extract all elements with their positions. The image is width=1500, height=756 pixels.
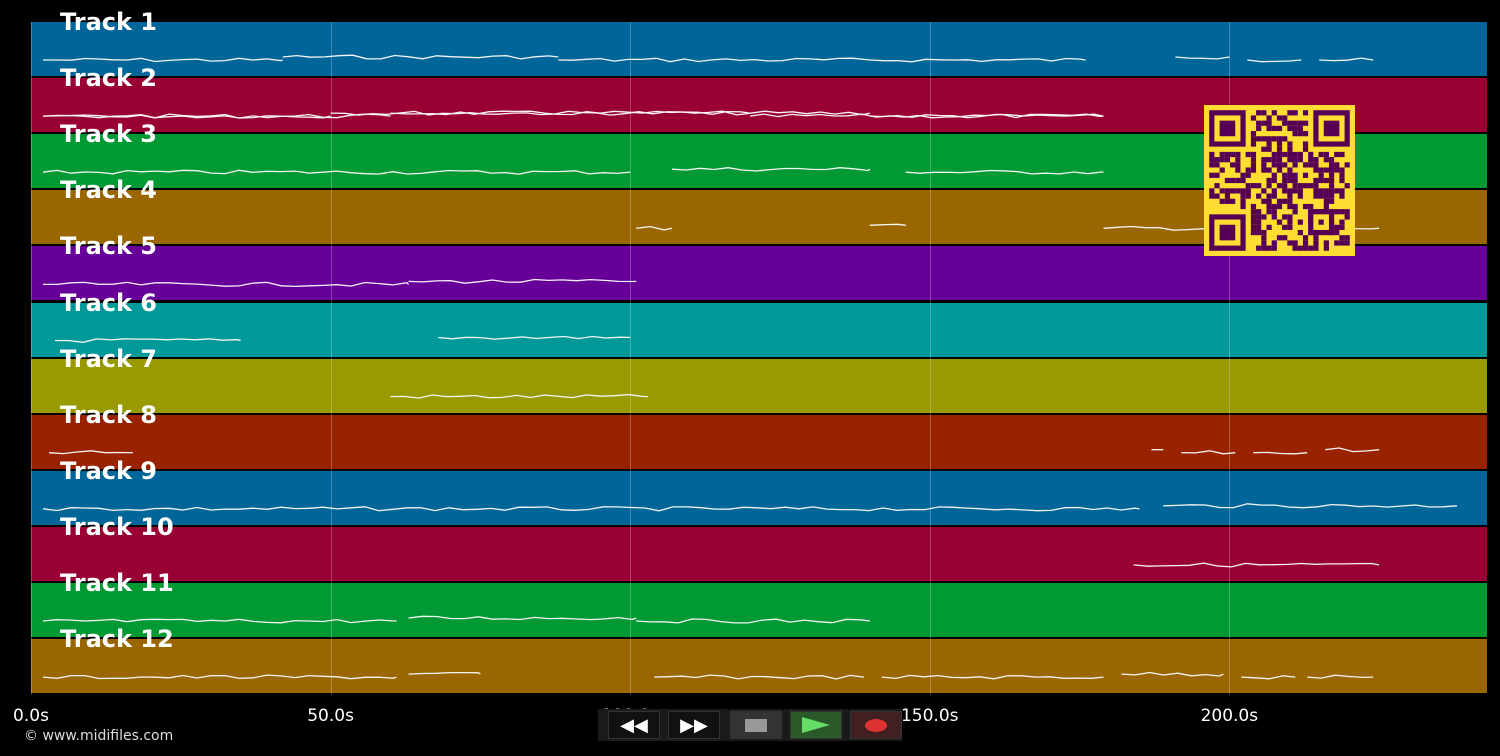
track-lane[interactable]: Track 11 [31, 570, 1487, 638]
time-tick-label: 50.0s [307, 706, 354, 726]
fast-forward-icon: ▶▶ [680, 714, 708, 736]
track-label: Track 12 [60, 625, 174, 654]
copyright-text: © www.midifiles.com [24, 728, 174, 744]
track-label: Track 8 [60, 400, 158, 429]
track-label: Track 1 [60, 8, 158, 36]
track-label: Track 7 [60, 344, 158, 373]
track-lane[interactable]: Track 1 [31, 9, 1487, 77]
transport-controls: ◀◀ ▶▶ [598, 709, 902, 741]
stop-button[interactable] [730, 711, 782, 739]
track-label: Track 10 [60, 512, 174, 541]
track-lane[interactable]: Track 10 [31, 514, 1487, 582]
track-label: Track 5 [60, 232, 158, 261]
stop-icon [745, 718, 767, 732]
track-label: Track 11 [60, 569, 174, 597]
play-button[interactable] [790, 711, 842, 739]
track-lane[interactable]: Track 6 [31, 290, 1487, 358]
track-label: Track 6 [60, 288, 158, 317]
track-lane[interactable]: Track 12 [31, 626, 1487, 695]
record-button[interactable] [850, 711, 902, 739]
track-label: Track 2 [60, 64, 158, 93]
time-tick-label: 200.0s [1200, 706, 1259, 726]
track-label: Track 3 [60, 120, 158, 149]
qr-code[interactable] [1204, 105, 1355, 256]
time-tick-label: 150.0s [900, 706, 959, 726]
track-lane[interactable]: Track 8 [31, 402, 1487, 470]
time-tick-label: 0.0s [13, 706, 49, 726]
fast-forward-button[interactable]: ▶▶ [668, 711, 720, 739]
track-lane[interactable]: Track 7 [31, 346, 1487, 414]
track-label: Track 4 [60, 176, 158, 205]
record-icon [865, 718, 887, 732]
track-label: Track 9 [60, 456, 158, 485]
rewind-button[interactable]: ◀◀ [608, 711, 660, 739]
track-lane[interactable]: Track 9 [31, 458, 1487, 526]
play-icon [802, 717, 830, 733]
rewind-icon: ◀◀ [620, 714, 648, 736]
